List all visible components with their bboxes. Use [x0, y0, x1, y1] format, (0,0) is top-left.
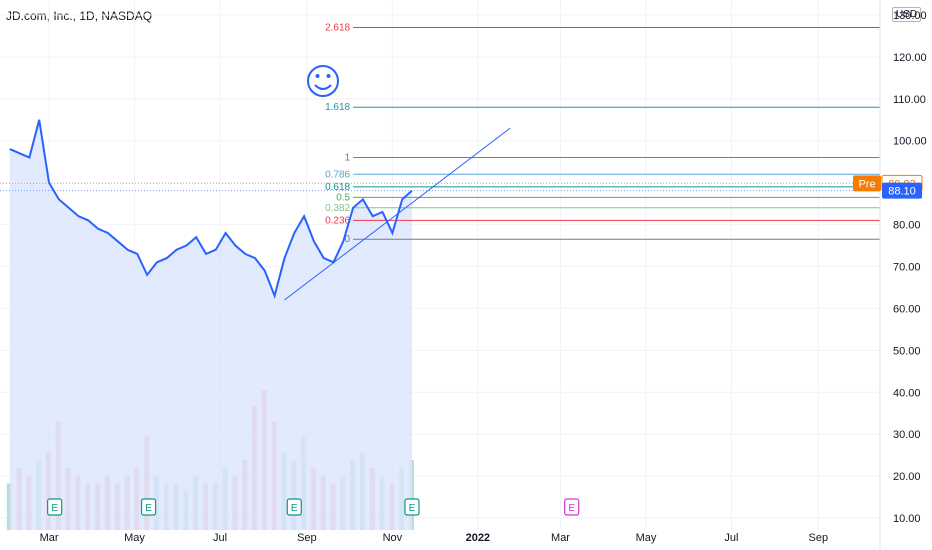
- fib-level-label: 0.618: [325, 182, 350, 193]
- y-tick-label: 120.00: [893, 52, 927, 64]
- fib-level-label: 1: [345, 153, 351, 164]
- x-tick-label: 2022: [466, 532, 490, 544]
- x-tick-label: May: [124, 532, 145, 544]
- y-tick-label: 40.00: [893, 387, 921, 399]
- x-tick-label: Mar: [551, 532, 570, 544]
- fib-level-label: 2.618: [325, 23, 350, 34]
- pre-label-badge: [853, 175, 881, 192]
- earnings-marker[interactable]: E: [47, 498, 63, 516]
- last-price-badge: [882, 182, 922, 199]
- earnings-marker[interactable]: E: [140, 498, 157, 516]
- price-badges: Pre89.8288.10: [0, 174, 923, 199]
- price-line[interactable]: [9, 119, 413, 300]
- earnings-marker[interactable]: E: [286, 498, 302, 516]
- earnings-marker-label: E: [409, 503, 416, 514]
- trendline[interactable]: [284, 127, 511, 301]
- x-tick-label: Jul: [724, 532, 738, 544]
- price-axis: 130.00120.00110.00100.0090.0080.0070.006…: [893, 10, 927, 525]
- y-tick-label: 50.00: [893, 345, 921, 357]
- earnings-marker-label: E: [51, 503, 58, 514]
- y-tick-label: 130.00: [893, 10, 927, 22]
- earnings-marker-label: E: [145, 503, 152, 514]
- pre-label-text: Pre: [858, 178, 875, 190]
- earnings-marker-box: [564, 498, 580, 516]
- y-tick-label: 60.00: [893, 303, 921, 315]
- time-axis: Mar May Jul Sep Nov 2022 Mar May Jul Sep: [40, 532, 829, 544]
- fib-level-label: 1.618: [325, 102, 350, 113]
- earnings-marker-box: [404, 498, 420, 516]
- x-tick-label: Jul: [213, 532, 227, 544]
- fib-level-label: 0.382: [325, 203, 350, 214]
- earnings-marker-box: [140, 498, 157, 516]
- y-tick-label: 70.00: [893, 261, 921, 273]
- earnings-marker[interactable]: E: [564, 498, 580, 516]
- fib-level-label: 0.5: [336, 192, 350, 203]
- fib-level-label: 0.236: [325, 215, 350, 226]
- fib-level-label: 0: [345, 234, 351, 245]
- y-tick-label: 20.00: [893, 471, 921, 483]
- smiley-face: [307, 65, 339, 97]
- earnings-marker-label: E: [568, 503, 575, 514]
- smiley-mouth: [314, 84, 332, 90]
- y-tick-label: 10.00: [893, 513, 921, 525]
- last-price-text: 88.10: [888, 186, 916, 198]
- y-tick-label: 80.00: [893, 220, 921, 232]
- earnings-marker[interactable]: E: [404, 498, 420, 516]
- price-area: [9, 119, 413, 531]
- x-tick-label: Nov: [383, 532, 403, 544]
- currency-badge[interactable]: USD: [892, 7, 922, 22]
- x-tick-label: Sep: [809, 532, 829, 544]
- y-tick-label: 100.00: [893, 136, 927, 148]
- smiley-eye: [315, 74, 320, 78]
- symbol-title: JD.com, Inc., 1D, NASDAQ: [6, 9, 153, 23]
- smiley-eye: [326, 74, 331, 78]
- x-tick-label: May: [636, 532, 657, 544]
- x-tick-label: Sep: [297, 532, 317, 544]
- earnings-marker-box: [286, 498, 302, 516]
- smiley-icon: [307, 65, 339, 97]
- x-tick-label: Mar: [40, 532, 59, 544]
- earnings-marker-label: E: [291, 503, 298, 514]
- earnings-marker-box: [47, 498, 63, 516]
- fib-level-label: 0.786: [325, 169, 350, 180]
- y-tick-label: 30.00: [893, 429, 921, 441]
- volume-bar: [6, 483, 12, 530]
- y-tick-label: 110.00: [893, 94, 926, 106]
